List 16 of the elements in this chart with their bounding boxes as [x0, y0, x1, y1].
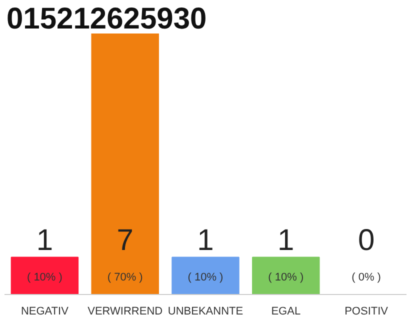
data-label: 1: [278, 224, 294, 258]
x-tick-label: POSITIV: [344, 306, 389, 318]
data-label: 7: [116, 224, 134, 258]
data-label: 1: [36, 224, 54, 258]
chart-title: 015212625930: [6, 2, 207, 36]
data-label: 1: [197, 224, 214, 258]
x-tick-label: UNBEKANNTE: [168, 306, 244, 318]
data-label: 0: [358, 224, 375, 258]
x-tick-label: NEGATIV: [20, 306, 70, 318]
annotation: ( 10% ): [26, 271, 62, 284]
annotation: ( 10% ): [268, 271, 304, 284]
x-tick-label: EGAL: [271, 306, 301, 318]
annotation: ( 70% ): [107, 271, 143, 284]
annotation: ( 10% ): [188, 271, 224, 284]
annotation: ( 0% ): [352, 271, 381, 284]
x-tick-label: VERWIRREND: [88, 306, 163, 318]
